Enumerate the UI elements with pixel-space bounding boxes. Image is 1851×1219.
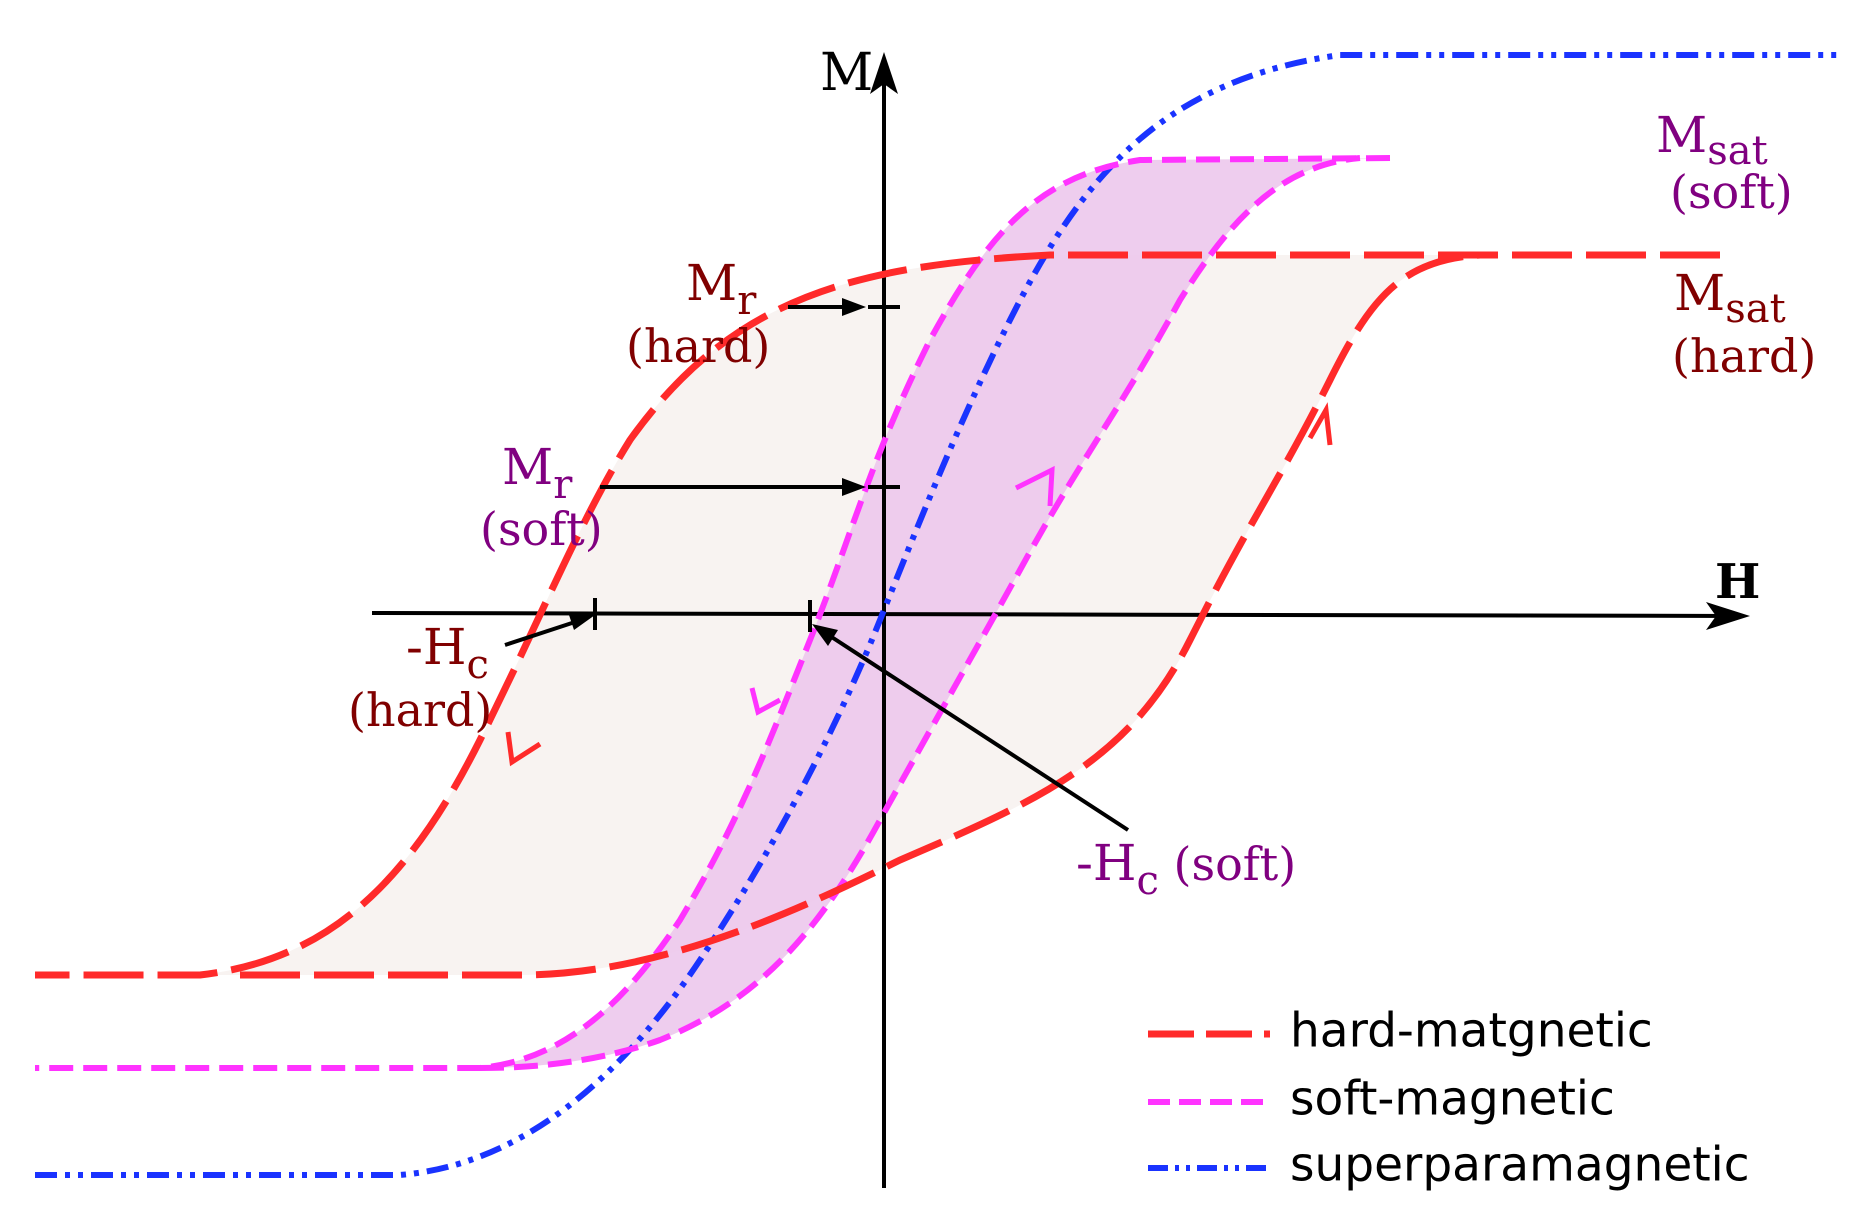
msat-hard-label: Msat [1674,264,1786,332]
hard-loop-ascending [240,251,1481,979]
soft-loop-fill [35,158,1390,1068]
msat-soft-label-line2: (soft) [1670,165,1793,219]
hard-up-arrow-icon [1307,402,1333,446]
h-axis-arrowhead [1706,602,1750,630]
legend-item-super: superparamagnetic [1148,1138,1750,1193]
legend-label-super: superparamagnetic [1290,1138,1750,1193]
legend-item-soft: soft-magnetic [1148,1072,1615,1127]
hc-hard-label-line2: (hard) [348,683,492,737]
legend-label-soft: soft-magnetic [1290,1072,1615,1127]
hc-hard-label: -Hc [406,618,489,688]
mr-soft-label: Mr [502,438,573,508]
mr-hard-pointer [788,298,866,316]
mr-hard-label-line2: (hard) [626,319,770,373]
mr-soft-label-line2: (soft) [480,502,603,556]
m-axis-label: M [820,43,873,103]
hc-soft-pointer [812,624,1130,832]
legend-label-hard: hard-matgnetic [1290,1004,1653,1059]
legend: hard-matgnetic soft-magnetic superparama… [1148,1004,1750,1193]
mr-hard-label: Mr [686,254,757,324]
h-axis [371,611,1741,618]
hard-down-arrow-icon [505,731,542,767]
hard-loop-descending [35,251,1720,979]
legend-item-hard: hard-matgnetic [1148,1004,1653,1059]
soft-down-arrow-icon [749,687,782,716]
msat-hard-label-line2: (hard) [1672,329,1816,383]
msat-soft-label: Msat [1656,106,1768,174]
soft-loop-descending [35,155,1391,1071]
superparamagnetic-curve [35,52,1840,1178]
m-axis-arrowhead [870,52,898,94]
soft-loop-ascending [479,155,1361,1071]
soft-up-arrow-icon [1014,465,1055,507]
h-axis-label: H [1715,554,1760,610]
hc-soft-label: -Hc (soft) [1076,834,1296,904]
mr-soft-pointer [600,478,866,496]
hc-hard-pointer [504,612,595,647]
